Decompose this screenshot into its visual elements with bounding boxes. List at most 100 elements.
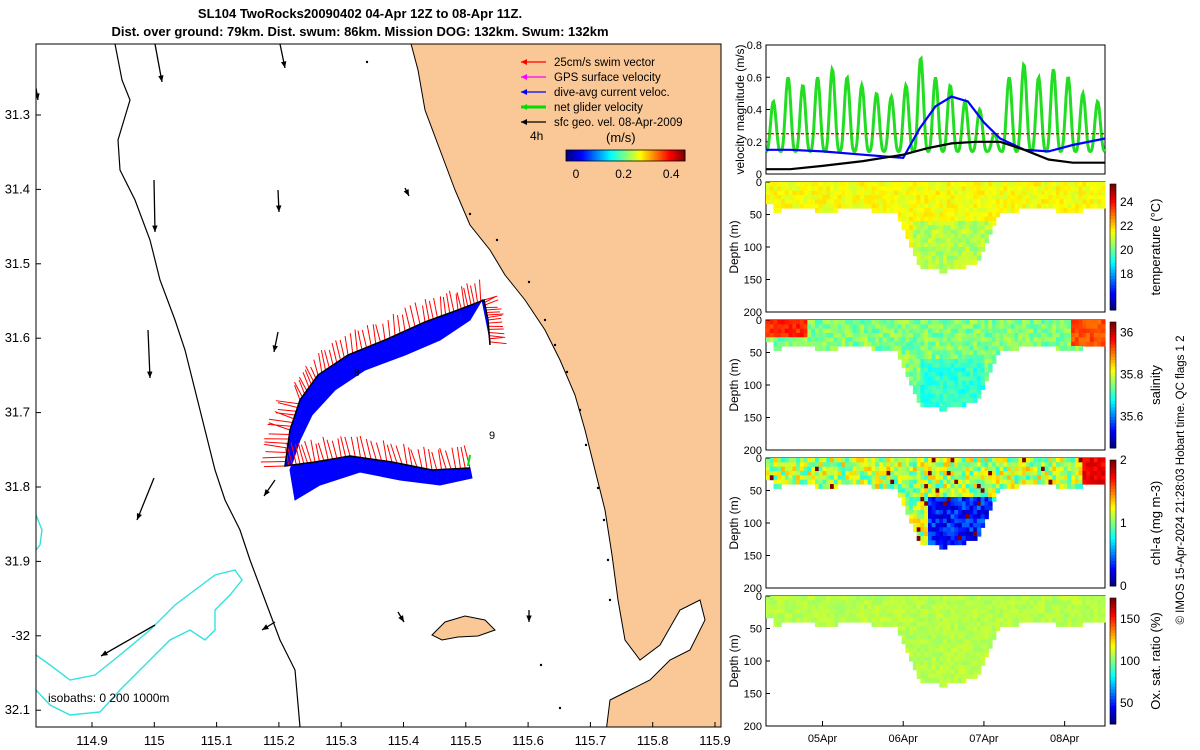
- section-cell: [826, 479, 831, 485]
- section-cell: [961, 182, 967, 187]
- section-cell: [950, 229, 955, 235]
- section-cell: [954, 622, 959, 627]
- swim-vector: [324, 350, 330, 368]
- section-cell: [950, 350, 955, 356]
- section-cell: [1052, 195, 1057, 200]
- section-cell: [788, 182, 793, 187]
- section-colorbar-cell: [1110, 262, 1116, 267]
- section-cell: [946, 648, 952, 653]
- section-cell: [976, 255, 982, 261]
- section-cell: [860, 341, 865, 347]
- section-cell: [1033, 462, 1038, 468]
- section-cell: [954, 648, 959, 653]
- section-cell: [969, 372, 974, 377]
- section-cell: [1078, 466, 1083, 472]
- section-cell: [1063, 182, 1068, 187]
- section-cell: [1037, 337, 1042, 343]
- map-y-tick-label: 31.7: [5, 405, 30, 420]
- section-cell: [965, 514, 970, 520]
- section-cell: [1093, 324, 1099, 330]
- section-cell: [958, 510, 963, 515]
- section-cell: [935, 260, 940, 265]
- section-cell: [882, 604, 888, 610]
- section-cell: [969, 251, 974, 257]
- section-cell: [984, 324, 989, 330]
- section-cell: [830, 609, 835, 614]
- section-cell: [1056, 462, 1061, 468]
- section-cell: [799, 203, 805, 209]
- section-cell: [992, 600, 997, 606]
- section-cell: [950, 341, 955, 347]
- section-cell: [961, 523, 967, 528]
- section-cell: [886, 195, 891, 200]
- section-cell: [935, 186, 940, 192]
- section-cell: [1003, 617, 1008, 623]
- section-cell: [784, 596, 790, 601]
- section-colorbar-cell: [1110, 350, 1116, 354]
- section-cell: [969, 238, 974, 244]
- section-cell: [1074, 466, 1080, 472]
- section-cell: [988, 626, 993, 632]
- section-cell: [1067, 604, 1072, 610]
- section-cell: [1048, 471, 1053, 476]
- section-cell: [916, 372, 922, 377]
- section-cell: [931, 398, 937, 403]
- section-cell: [1014, 471, 1019, 476]
- section-cell: [988, 622, 993, 627]
- section-cell: [928, 458, 933, 463]
- swim-vector: [340, 436, 347, 457]
- section-cell: [950, 320, 955, 325]
- section-cell: [777, 613, 782, 619]
- section-colorbar-cell: [1110, 303, 1116, 308]
- section-cell: [946, 182, 952, 187]
- section-cell: [909, 635, 914, 640]
- section-cell: [992, 613, 997, 619]
- section-cell: [912, 328, 918, 334]
- section-cell: [803, 333, 809, 338]
- section-colorbar-cell: [1110, 425, 1116, 430]
- section-cell: [976, 186, 982, 192]
- section-colorbar-cell: [1110, 237, 1116, 242]
- section-cell: [1025, 475, 1031, 481]
- section-colorbar-cell: [1110, 529, 1116, 533]
- section-cell: [837, 596, 842, 601]
- section-cell: [943, 531, 948, 537]
- section-cell: [969, 479, 974, 485]
- section-cell: [1048, 333, 1053, 338]
- section-cell: [1029, 195, 1035, 200]
- section-cell: [1101, 466, 1106, 472]
- section-cell: [894, 208, 899, 213]
- section-cell: [920, 341, 925, 347]
- section-cell: [928, 648, 933, 653]
- section-colorbar-cell: [1110, 667, 1116, 671]
- section-cell: [984, 505, 989, 511]
- section-cell: [1101, 600, 1106, 606]
- section-cell: [848, 320, 854, 325]
- section-cell: [935, 363, 940, 369]
- section-cell: [901, 320, 906, 325]
- section-cell: [1022, 604, 1027, 610]
- section-cell: [928, 604, 933, 610]
- section-cell: [818, 195, 824, 200]
- swim-vector: [356, 436, 361, 458]
- section-cell: [773, 471, 778, 476]
- section-cell: [890, 596, 895, 601]
- section-cell: [980, 229, 986, 235]
- section-cell: [788, 613, 793, 619]
- section-cell: [969, 234, 974, 239]
- section-cell: [973, 536, 978, 541]
- section-cell: [950, 630, 955, 636]
- map-colorbar-cell: [633, 150, 636, 161]
- section-cell: [803, 617, 809, 623]
- section-cell: [1003, 600, 1008, 606]
- section-cell: [912, 626, 918, 632]
- section-cell: [1010, 195, 1016, 200]
- section-cell: [894, 328, 899, 334]
- section-cell: [935, 540, 940, 546]
- section-cell: [792, 320, 797, 325]
- section-cell: [995, 190, 1001, 196]
- section-cell: [830, 604, 835, 610]
- section-cell: [1003, 458, 1008, 463]
- section-colorbar-cell: [1110, 626, 1116, 630]
- section-cell: [965, 385, 970, 390]
